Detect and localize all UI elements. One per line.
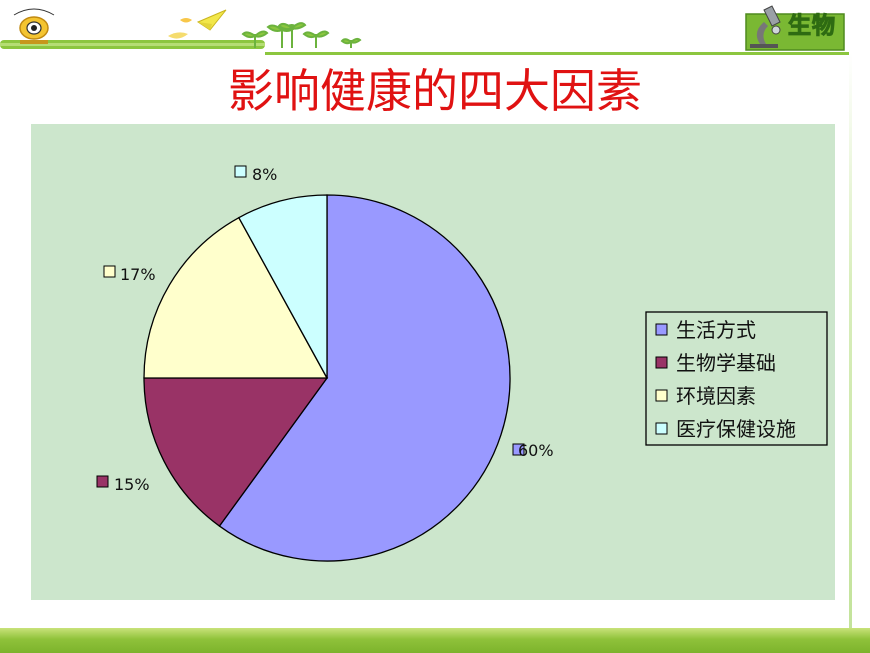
- header-decoration: [0, 9, 849, 55]
- data-label-2: 15%: [114, 475, 150, 494]
- header-stripe-highlight: [0, 43, 265, 46]
- data-label-swatch-1: [512, 443, 525, 456]
- data-label-3: 17%: [120, 265, 156, 284]
- legend-item-3: 环境因素: [676, 384, 756, 408]
- pie-slice-4: [237, 194, 328, 379]
- sprout-icons: [241, 22, 362, 48]
- data-label-swatch-2: [96, 475, 109, 488]
- microscope-icon: [750, 5, 781, 48]
- legend-box: [645, 311, 828, 446]
- school-logo-icon: [13, 8, 55, 44]
- pie-slice-1: [218, 194, 511, 562]
- header-underline: [265, 52, 849, 55]
- subject-label: 生物: [788, 13, 836, 40]
- legend-item-2: 生物学基础: [676, 351, 776, 375]
- subject-badge: [745, 5, 845, 51]
- slide-title: 影响健康的四大因素: [228, 64, 642, 118]
- data-label-swatch-3: [103, 265, 116, 278]
- data-label-4: 8%: [252, 165, 277, 184]
- legend-swatch-2: [655, 356, 668, 369]
- legend-swatch-4: [655, 422, 668, 435]
- header-bar: [0, 0, 870, 60]
- data-label-swatch-4: [234, 165, 247, 178]
- legend-swatch-3: [655, 389, 668, 402]
- footer-bar: [0, 628, 870, 653]
- legend-item-4: 医疗保健设施: [676, 417, 796, 441]
- paper-plane-icon: [168, 9, 227, 39]
- legend-item-1: 生活方式: [676, 318, 756, 342]
- data-label-1: 60%: [518, 441, 554, 460]
- pie-slice-2: [143, 377, 329, 527]
- pie-slice-3: [143, 216, 329, 379]
- legend-swatch-1: [655, 323, 668, 336]
- right-decorative-line: [849, 52, 852, 628]
